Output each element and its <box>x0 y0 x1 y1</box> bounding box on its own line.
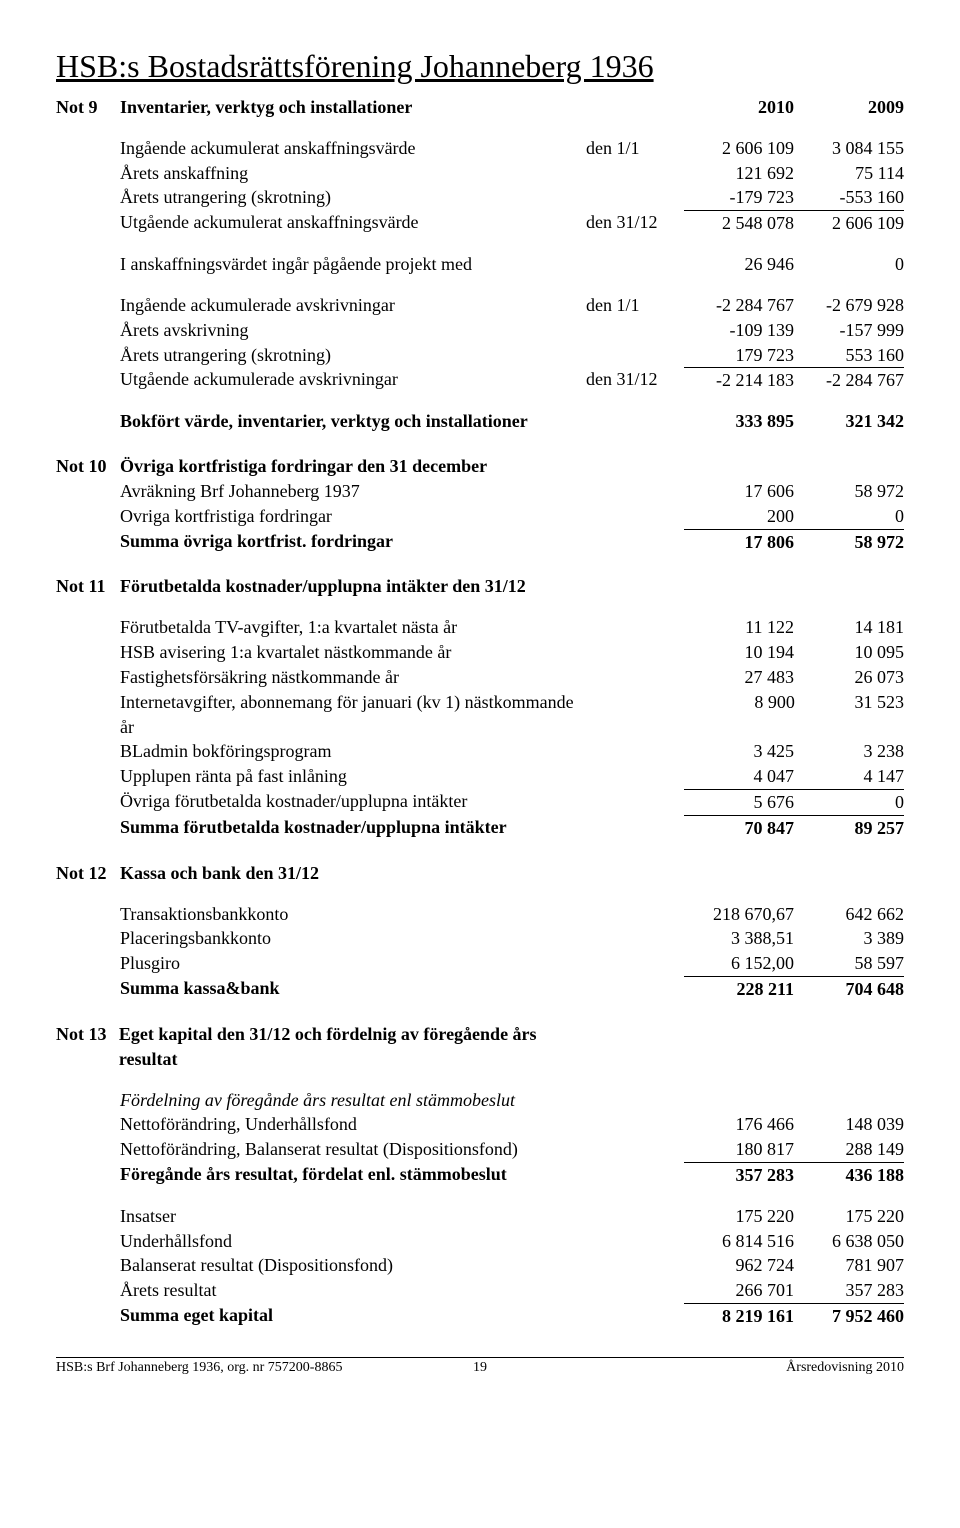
table-row: Plusgiro 6 152,0058 597 <box>56 951 904 976</box>
table-row: Placeringsbankkonto 3 388,513 389 <box>56 926 904 951</box>
not13-subhead: Fördelning av föregånde års resultat enl… <box>56 1088 904 1113</box>
not11-sum: Summa förutbetalda kostnader/upplupna in… <box>56 815 904 841</box>
table-row: BLadmin bokföringsprogram 3 4253 238 <box>56 739 904 764</box>
table-row: Ingående ackumulerat anskaffningsvärde d… <box>56 136 904 161</box>
table-row: Förutbetalda TV-avgifter, 1:a kvartalet … <box>56 615 904 640</box>
not10-sum: Summa övriga kortfrist. fordringar 17 80… <box>56 529 904 555</box>
table-row: Årets avskrivning -109 139-157 999 <box>56 318 904 343</box>
col-year-2: 2009 <box>794 95 904 120</box>
table-row: HSB avisering 1:a kvartalet nästkommande… <box>56 640 904 665</box>
not13-header: Not 13 Eget kapital den 31/12 och fördel… <box>56 1022 904 1072</box>
table-row: Ovriga kortfristiga fordringar 2000 <box>56 504 904 529</box>
table-row: Underhållsfond 6 814 5166 638 050 <box>56 1229 904 1254</box>
table-row: Internetavgifter, abonnemang för januari… <box>56 690 904 740</box>
not9-header: Not 9 Inventarier, verktyg och installat… <box>56 95 904 120</box>
not9-sum: Bokfört värde, inventarier, verktyg och … <box>56 409 904 434</box>
table-row: Årets resultat 266 701357 283 <box>56 1278 904 1303</box>
footer-left: HSB:s Brf Johanneberg 1936, org. nr 7572… <box>56 1360 450 1376</box>
table-row: Nettoförändring, Balanserat resultat (Di… <box>56 1137 904 1162</box>
table-row: Årets anskaffning 121 69275 114 <box>56 161 904 186</box>
table-row: Balanserat resultat (Dispositionsfond) 9… <box>56 1253 904 1278</box>
table-row: Ingående ackumulerade avskrivningar den … <box>56 293 904 318</box>
footer-right: Årsredovisning 2010 <box>510 1360 904 1376</box>
table-row: Utgående ackumulerade avskrivningar den … <box>56 367 904 393</box>
col-year-1: 2010 <box>684 95 794 120</box>
not10-header: Not 10 Övriga kortfristiga fordringar de… <box>56 454 904 479</box>
not12-header: Not 12 Kassa och bank den 31/12 <box>56 861 904 886</box>
table-row: Årets utrangering (skrotning) -179 723-5… <box>56 185 904 210</box>
not13-sum2: Summa eget kapital 8 219 1617 952 460 <box>56 1303 904 1329</box>
table-row: Insatser 175 220175 220 <box>56 1204 904 1229</box>
page-footer: HSB:s Brf Johanneberg 1936, org. nr 7572… <box>56 1357 904 1376</box>
table-row: Övriga förutbetalda kostnader/upplupna i… <box>56 789 904 815</box>
table-row: Årets utrangering (skrotning) 179 723553… <box>56 343 904 368</box>
page-title: HSB:s Bostadsrättsförening Johanneberg 1… <box>56 48 904 85</box>
footer-page: 19 <box>450 1360 510 1376</box>
not9-heading: Inventarier, verktyg och installationer <box>120 95 586 120</box>
table-row: Fastighetsförsäkring nästkommande år 27 … <box>56 665 904 690</box>
table-row: Nettoförändring, Underhållsfond 176 4661… <box>56 1112 904 1137</box>
table-row: Avräkning Brf Johanneberg 1937 17 60658 … <box>56 479 904 504</box>
not12-sum: Summa kassa&bank 228 211704 648 <box>56 976 904 1002</box>
table-row: Utgående ackumulerat anskaffningsvärde d… <box>56 210 904 236</box>
not9-label: Not 9 <box>56 95 120 120</box>
table-row: Upplupen ränta på fast inlåning 4 0474 1… <box>56 764 904 789</box>
table-row: I anskaffningsvärdet ingår pågående proj… <box>56 252 904 277</box>
not11-header: Not 11 Förutbetalda kostnader/upplupna i… <box>56 574 904 599</box>
not13-sum1: Föregånde års resultat, fördelat enl. st… <box>56 1162 904 1188</box>
table-row: Transaktionsbankkonto 218 670,67642 662 <box>56 902 904 927</box>
